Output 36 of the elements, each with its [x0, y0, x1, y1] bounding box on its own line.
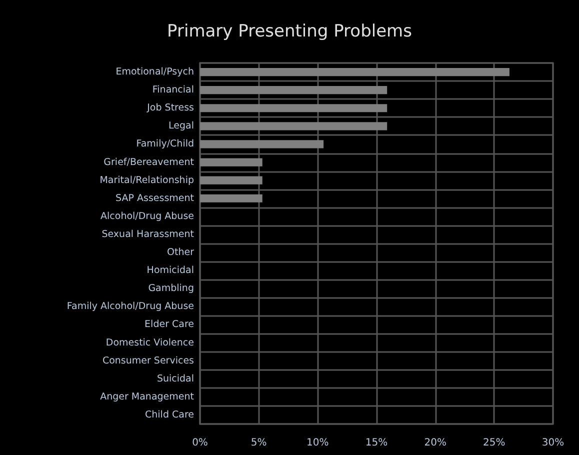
bar: [200, 104, 388, 112]
x-tick-label: 30%: [542, 438, 564, 448]
x-tick-label: 20%: [424, 438, 446, 448]
y-tick-label: Family Alcohol/Drug Abuse: [66, 301, 194, 312]
bar: [200, 68, 510, 76]
y-tick-label: Marital/Relationship: [100, 174, 194, 186]
bar: [200, 122, 388, 130]
bar: [200, 86, 388, 94]
y-tick-label: Elder Care: [144, 319, 194, 330]
y-tick-label: Legal: [168, 120, 194, 132]
y-tick-label: Alcohol/Drug Abuse: [100, 210, 194, 222]
bar: [200, 194, 262, 202]
x-tick-label: 25%: [483, 438, 506, 448]
y-tick-label: Financial: [152, 84, 194, 96]
y-tick-label: Child Care: [145, 409, 194, 420]
y-tick-label: Other: [167, 247, 194, 258]
y-tick-label: Emotional/Psych: [116, 66, 194, 78]
bar: [200, 140, 324, 148]
y-tick-label: SAP Assessment: [116, 192, 194, 204]
x-tick-label: 5%: [250, 438, 267, 448]
x-tick-label: 10%: [306, 438, 329, 448]
y-tick-label: Suicidal: [156, 373, 194, 384]
y-tick-label: Consumer Services: [102, 355, 194, 366]
y-tick-label: Homicidal: [146, 265, 194, 276]
bar: [200, 176, 262, 184]
y-tick-label: Grief/Bereavement: [104, 156, 194, 168]
y-tick-label: Family/Child: [136, 138, 194, 150]
y-tick-label: Sexual Harassment: [102, 228, 194, 240]
x-tick-label: 0%: [192, 438, 208, 448]
y-tick-label: Domestic Violence: [106, 337, 194, 348]
chart-title: Primary Presenting Problems: [167, 22, 412, 42]
y-tick-label: Gambling: [148, 283, 194, 294]
x-tick-label: 15%: [365, 438, 388, 448]
y-tick-label: Anger Management: [100, 391, 194, 402]
y-tick-label: Job Stress: [146, 102, 194, 114]
bar: [200, 158, 262, 166]
